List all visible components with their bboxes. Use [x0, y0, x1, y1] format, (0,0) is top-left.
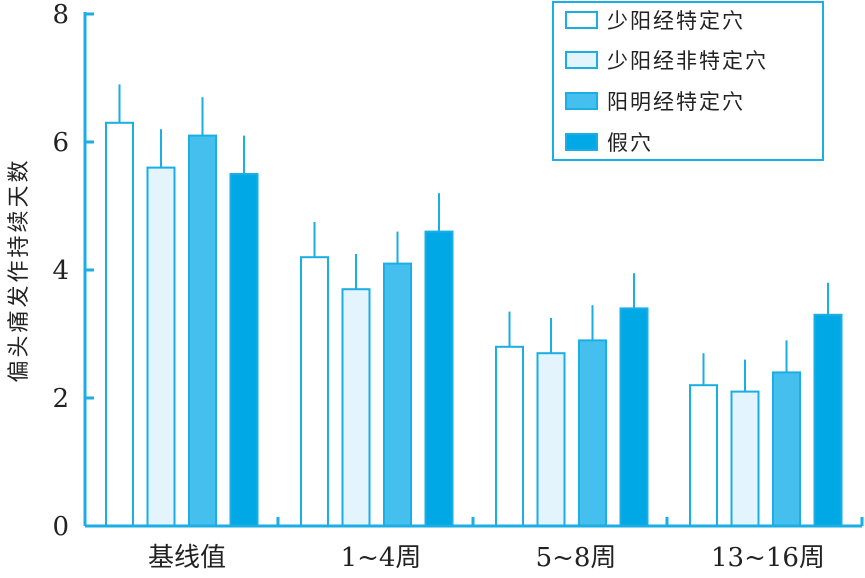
- bar: [105, 121, 134, 528]
- y-axis-title: 偏头痛发作持续天数: [7, 157, 32, 382]
- bar: [813, 313, 843, 527]
- y-tick-label: 4: [52, 256, 69, 286]
- bar: [730, 390, 760, 527]
- bar: [300, 256, 329, 527]
- bar: [495, 345, 524, 527]
- legend-swatch: [565, 92, 598, 110]
- labels-layer: 0 2 4 6 8 基线值 1~4周 5~8周 13~16周 偏头痛发作持续天数: [7, 0, 825, 573]
- legend-label: 少阳经非特定穴: [607, 49, 768, 73]
- bar: [689, 384, 718, 528]
- legend-label: 阳明经特定穴: [607, 90, 745, 114]
- legend-label: 假穴: [607, 131, 653, 155]
- bar: [341, 288, 371, 528]
- bar: [146, 166, 176, 527]
- x-category-label: 基线值: [148, 543, 226, 573]
- legend-label: 少阳经特定穴: [607, 9, 745, 33]
- y-tick-label: 2: [52, 384, 69, 414]
- legend-swatch: [565, 11, 598, 29]
- bar: [536, 352, 566, 528]
- bars-layer: [105, 84, 843, 528]
- bar: [188, 134, 217, 527]
- axes-layer: [83, 12, 864, 528]
- y-tick-label: 8: [52, 0, 69, 30]
- bar: [772, 371, 801, 527]
- legend-swatch: [565, 51, 598, 69]
- bar: [619, 307, 649, 527]
- x-category-label: 13~16周: [711, 543, 825, 573]
- x-category-label: 1~4周: [341, 543, 422, 573]
- legend-swatch: [565, 133, 598, 151]
- bar: [424, 230, 454, 527]
- bar: [383, 262, 412, 527]
- bar: [578, 339, 607, 527]
- y-tick-label: 0: [52, 512, 69, 542]
- bar: [229, 173, 259, 527]
- y-tick-label: 6: [52, 128, 69, 158]
- x-category-label: 5~8周: [536, 543, 617, 573]
